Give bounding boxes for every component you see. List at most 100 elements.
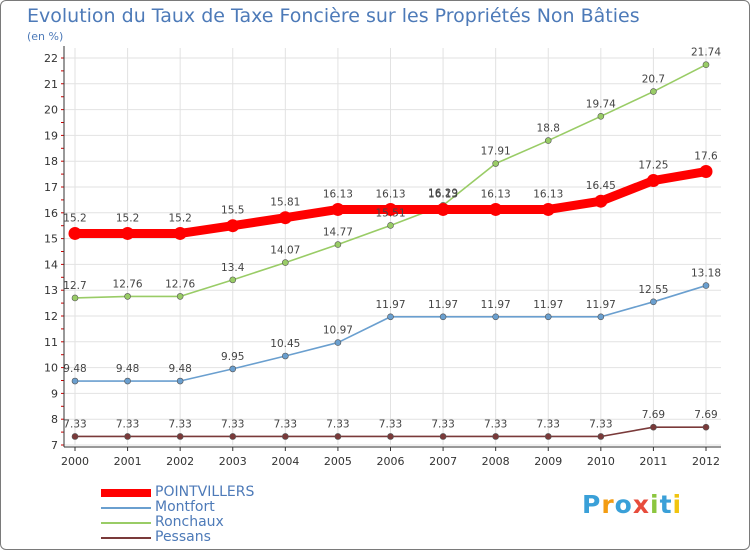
y-tick-label: 14	[44, 258, 58, 271]
data-label-ronchaux: 14.07	[270, 245, 300, 257]
data-point-montfort	[597, 313, 605, 321]
data-point-ronchaux	[597, 113, 605, 120]
x-tick-label: 2012	[692, 455, 720, 468]
x-tick-label: 2006	[377, 455, 405, 468]
data-point-ronchaux	[650, 88, 657, 95]
x-tick-label: 2005	[324, 455, 352, 468]
data-point-ronchaux	[334, 241, 342, 248]
data-label-montfort: 11.97	[586, 299, 616, 311]
data-point-pessans	[176, 433, 184, 440]
data-point-ronchaux	[492, 160, 499, 167]
data-label-montfort: 10.97	[323, 325, 353, 337]
logo-letter: i	[650, 490, 660, 519]
data-label-pointvillers: 15.81	[270, 197, 300, 209]
data-point-pointvillers	[121, 226, 135, 240]
data-label-pointvillers: 16.45	[586, 180, 616, 192]
data-point-pessans	[492, 433, 499, 440]
data-point-pointvillers	[699, 165, 713, 179]
y-tick-label: 11	[44, 336, 58, 349]
x-tick-label: 2002	[166, 455, 194, 468]
x-tick-label: 2000	[61, 455, 89, 468]
data-point-montfort	[544, 313, 552, 321]
data-label-pessans: 7.33	[431, 418, 454, 430]
y-tick-label: 18	[44, 155, 58, 168]
x-tick-label: 2008	[482, 455, 510, 468]
data-point-montfort	[334, 339, 342, 346]
data-label-ronchaux: 13.4	[221, 262, 245, 274]
data-label-pointvillers: 15.5	[221, 205, 244, 217]
series-layer	[68, 61, 713, 440]
x-tick-label: 2009	[534, 455, 562, 468]
data-label-pointvillers: 16.13	[323, 188, 353, 200]
data-point-ronchaux	[544, 137, 552, 144]
logo-letter: i	[672, 490, 683, 519]
y-tick-label: 12	[44, 310, 58, 323]
data-label-montfort: 10.45	[270, 338, 300, 350]
data-point-pointvillers	[646, 174, 660, 188]
data-label-montfort: 13.18	[691, 268, 721, 280]
data-point-pessans	[282, 433, 289, 440]
legend-item-pessans: Pessans	[101, 530, 421, 545]
data-point-montfort	[387, 313, 394, 321]
data-point-pointvillers	[384, 202, 397, 216]
data-label-pessans: 7.33	[326, 418, 349, 430]
data-label-ronchaux: 15.51	[375, 207, 405, 219]
data-point-ronchaux	[124, 293, 131, 300]
data-point-pointvillers	[541, 202, 555, 216]
legend-label: POINTVILLERS	[155, 484, 255, 500]
data-point-pessans	[650, 423, 657, 431]
data-point-montfort	[282, 352, 289, 360]
logo-letter: r	[601, 490, 615, 519]
data-label-pessans: 7.33	[221, 418, 244, 430]
data-label-layer: 9.48 9.48 9.48 9.95 10.45 10.97 11.97 11.97 11.9…	[63, 47, 721, 431]
data-label-pointvillers: 17.25	[638, 160, 668, 172]
data-label-montfort: 11.97	[428, 299, 458, 311]
x-tick-label: 2003	[219, 455, 247, 468]
data-label-montfort: 9.48	[116, 363, 139, 375]
chart-unit-label: (en %)	[27, 30, 64, 43]
y-tick-label: 19	[44, 129, 58, 142]
data-label-pointvillers: 15.2	[63, 212, 86, 224]
data-label-montfort: 9.95	[221, 351, 244, 363]
data-point-pessans	[229, 433, 237, 440]
data-label-pessans: 7.33	[168, 418, 191, 430]
y-tick-label: 9	[51, 387, 58, 400]
grid-layer	[64, 48, 721, 446]
data-label-pointvillers: 17.6	[694, 151, 718, 163]
y-tick-label: 21	[44, 78, 58, 91]
data-label-pessans: 7.33	[63, 418, 86, 430]
data-label-ronchaux: 12.76	[113, 278, 143, 290]
data-label-pessans: 7.69	[642, 409, 665, 421]
legend-swatch	[101, 507, 151, 509]
legend-swatch	[101, 522, 151, 524]
data-point-ronchaux	[71, 294, 79, 302]
y-tick-label: 8	[51, 413, 58, 426]
y-tick-label: 22	[44, 52, 58, 65]
data-point-montfort	[229, 365, 237, 373]
data-label-ronchaux: 20.7	[642, 74, 665, 86]
data-point-pointvillers	[594, 194, 608, 208]
data-point-pessans	[439, 433, 447, 440]
legend-item-montfort: Montfort	[101, 500, 421, 515]
y-tick-label: 20	[44, 104, 58, 117]
legend-label: Pessans	[155, 529, 211, 545]
x-tick-label: 2007	[429, 455, 457, 468]
data-point-pointvillers	[278, 211, 292, 225]
data-point-montfort	[492, 313, 499, 321]
proxiti-logo: Proxiti	[582, 490, 682, 519]
data-label-pointvillers: 16.13	[428, 188, 458, 200]
data-point-montfort	[650, 298, 657, 306]
data-point-ronchaux	[282, 259, 289, 266]
logo-letter: P	[582, 490, 602, 519]
data-label-montfort: 11.97	[481, 299, 511, 311]
data-label-ronchaux: 12.7	[63, 280, 86, 292]
data-label-ronchaux: 17.91	[481, 146, 511, 158]
data-label-pointvillers: 16.13	[481, 188, 511, 200]
logo-letter: t	[659, 490, 673, 519]
data-label-ronchaux: 21.74	[691, 47, 721, 59]
data-point-ronchaux	[387, 222, 394, 229]
x-tick-label: 2001	[114, 455, 142, 468]
legend-swatch	[101, 489, 151, 497]
